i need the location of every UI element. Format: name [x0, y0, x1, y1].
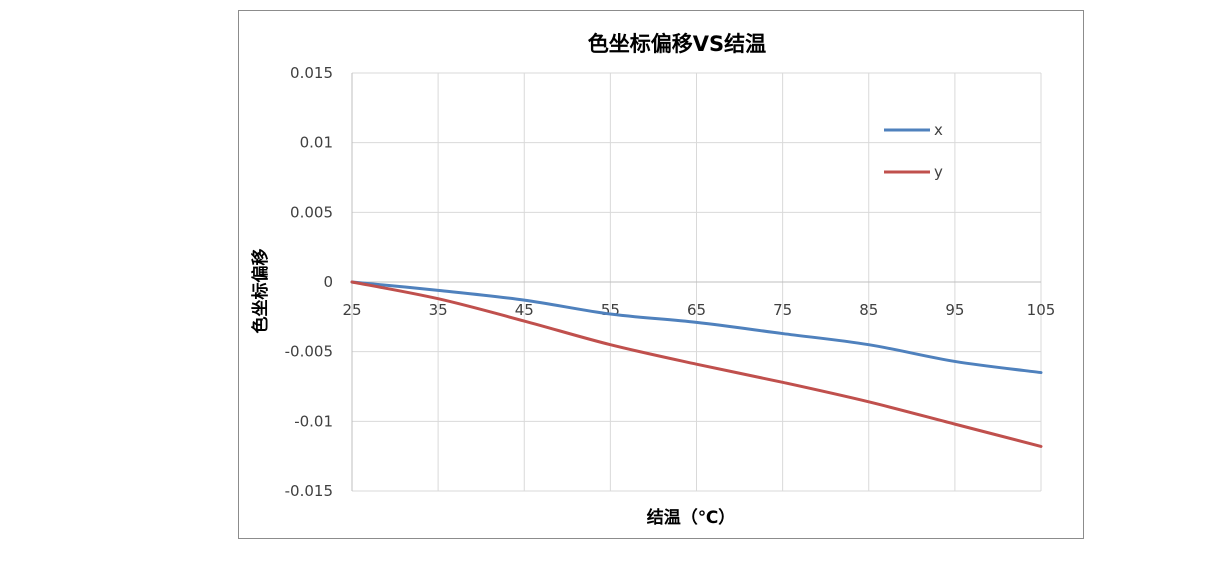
x-tick-label: 105 — [1027, 301, 1056, 319]
y-tick-label: 0 — [323, 273, 333, 291]
chart-frame: 色坐标偏移VS结温 0.015 0.01 0.005 0 -0.005 -0.01 -0.0… — [238, 10, 1084, 539]
y-tick-label: -0.015 — [285, 482, 333, 500]
x-tick-label: 75 — [773, 301, 792, 319]
legend-label-x: x — [934, 121, 943, 139]
gridlines — [351, 72, 1042, 492]
series-lines — [350, 280, 1043, 448]
x-axis-title: 结温（℃） — [647, 507, 736, 528]
y-tick-label: -0.005 — [285, 343, 333, 361]
legend: xy — [884, 121, 943, 181]
x-tick-label: 25 — [342, 301, 361, 319]
y-tick-label: 0.005 — [290, 203, 333, 221]
series-line-x — [350, 280, 1043, 375]
x-tick-label: 65 — [687, 301, 706, 319]
x-tick-label: 85 — [859, 301, 878, 319]
y-tick-label: 0.01 — [300, 134, 333, 152]
chart-title: 色坐标偏移VS结温 — [588, 32, 766, 56]
y-axis-title: 色坐标偏移 — [250, 249, 271, 334]
legend-label-y: y — [934, 163, 943, 181]
x-tick-label: 45 — [515, 301, 534, 319]
x-tick-label: 95 — [945, 301, 964, 319]
series-line-y — [350, 280, 1043, 448]
x-tick-label: 35 — [429, 301, 448, 319]
y-tick-label: 0.015 — [290, 64, 333, 82]
y-tick-label: -0.01 — [294, 412, 333, 430]
line-chart: 色坐标偏移VS结温 0.015 0.01 0.005 0 -0.005 -0.01 -0.0… — [250, 32, 1056, 528]
